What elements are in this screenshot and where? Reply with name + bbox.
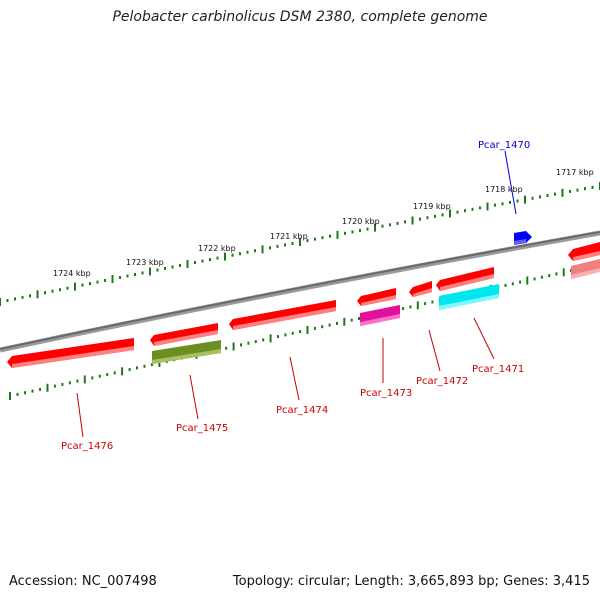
- outer-tick-row: [0, 182, 600, 306]
- gene-pcar-1475[interactable]: [152, 340, 221, 364]
- gene-pcar-1471-plus[interactable]: [436, 267, 494, 291]
- gene-labels: Pcar_1476 Pcar_1475 Pcar_1474 Pcar_1473 …: [61, 140, 530, 452]
- kbp-label-1718: 1718 kbp: [485, 185, 523, 194]
- leader-pcar-1475: [189, 374, 199, 420]
- gene-pcar-1470[interactable]: [514, 231, 532, 245]
- accession-label: Accession:: [9, 574, 78, 589]
- leader-pcar-1472: [428, 329, 441, 372]
- kbp-label-1722: 1722 kbp: [198, 244, 236, 253]
- kbp-labels: 1724 kbp 1723 kbp 1722 kbp 1721 kbp 1720…: [53, 168, 594, 278]
- genome-backbone-highlight: [0, 231, 600, 350]
- kbp-label-1721: 1721 kbp: [270, 232, 308, 241]
- label-pcar-1472[interactable]: Pcar_1472: [416, 376, 468, 387]
- kbp-label-1720: 1720 kbp: [342, 217, 380, 226]
- accession-value: NC_007498: [81, 574, 157, 589]
- label-pcar-1474[interactable]: Pcar_1474: [276, 405, 328, 416]
- accession-text: Accession: NC_007498: [9, 574, 157, 589]
- leader-pcar-1474: [289, 356, 300, 401]
- topology-text: Topology: circular; Length: 3,665,893 bp…: [232, 574, 590, 589]
- label-pcar-1473[interactable]: Pcar_1473: [360, 388, 412, 399]
- gene-pcar-1472[interactable]: [409, 281, 432, 297]
- leader-pcar-1470: [504, 150, 517, 215]
- gene-pcar-1476[interactable]: [7, 338, 134, 368]
- genes: [7, 231, 600, 368]
- label-pcar-1476[interactable]: Pcar_1476: [61, 441, 113, 452]
- label-pcar-1475[interactable]: Pcar_1475: [176, 423, 228, 434]
- gene-pcar-1471[interactable]: [439, 284, 499, 310]
- gene-edge-minus[interactable]: [571, 259, 600, 279]
- leader-pcar-1471: [473, 317, 495, 360]
- kbp-label-1717: 1717 kbp: [556, 168, 594, 177]
- label-leaders: [76, 150, 517, 438]
- label-pcar-1471[interactable]: Pcar_1471: [472, 364, 524, 375]
- gene-edge-plus[interactable]: [568, 242, 600, 261]
- kbp-label-1724: 1724 kbp: [53, 269, 91, 278]
- gene-pcar-1474[interactable]: [229, 300, 336, 330]
- label-pcar-1470[interactable]: Pcar_1470: [478, 140, 530, 151]
- leader-pcar-1476: [76, 392, 84, 438]
- gene-pcar-1475-plus[interactable]: [150, 323, 218, 346]
- figure-title: Pelobacter carbinolicus DSM 2380, comple…: [112, 9, 488, 25]
- gene-pcar-1473[interactable]: [360, 305, 400, 326]
- kbp-label-1719: 1719 kbp: [413, 202, 451, 211]
- kbp-label-1723: 1723 kbp: [126, 258, 164, 267]
- gene-pcar-1473-plus[interactable]: [357, 288, 396, 306]
